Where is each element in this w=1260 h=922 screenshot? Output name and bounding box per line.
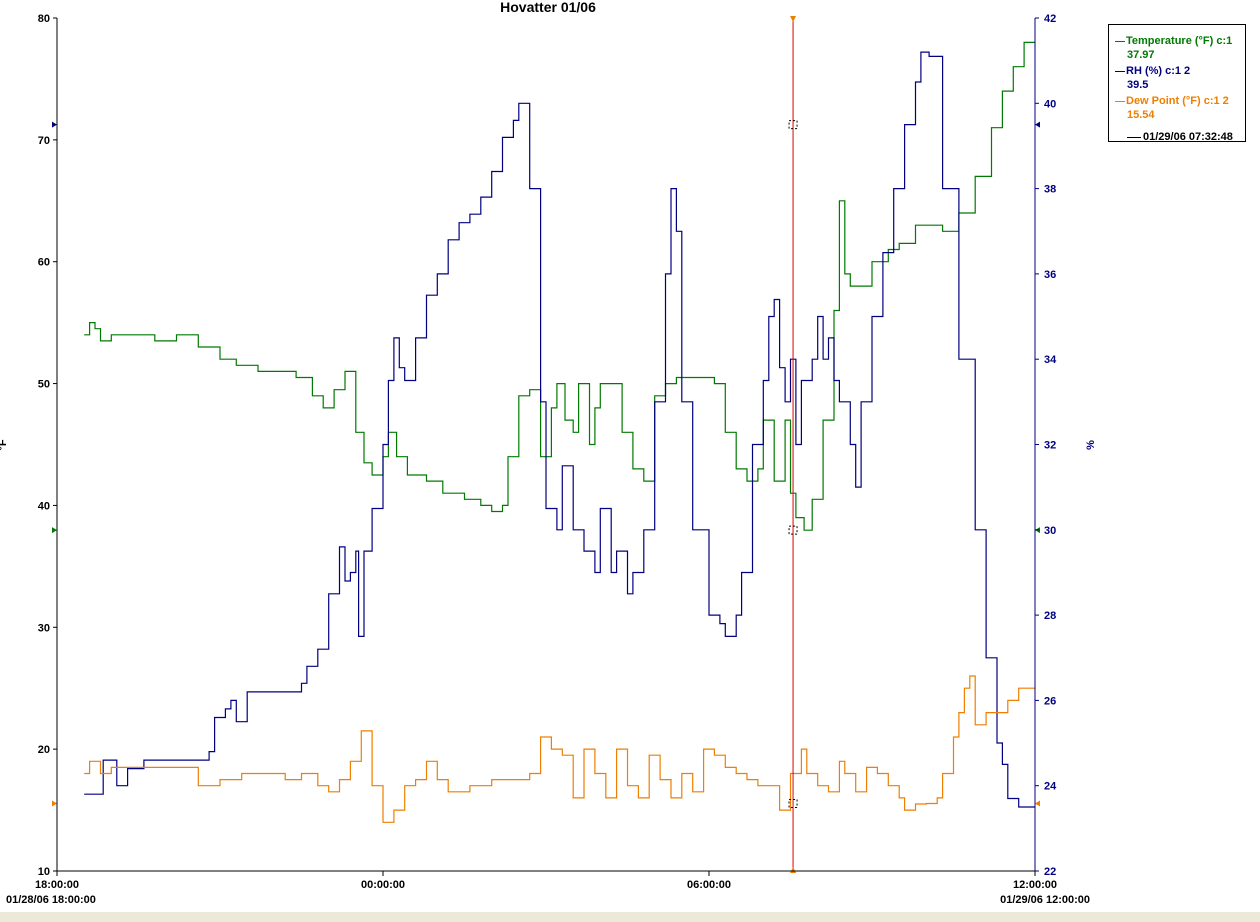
y-tick-label-left: 10 xyxy=(38,866,50,878)
cursor-marker-dewpoint xyxy=(788,798,798,808)
y-tick-label-right: 26 xyxy=(1044,695,1056,707)
y-tick-label-left: 80 xyxy=(38,13,50,25)
legend-value-dewpoint: 15.54 xyxy=(1127,109,1155,121)
y-axis-label-left: °F xyxy=(0,439,9,450)
legend-label-dewpoint: Dew Point (°F) c:1 2 xyxy=(1126,95,1229,107)
y-tick-label-right: 40 xyxy=(1044,98,1056,110)
y-tick-label-right: 28 xyxy=(1044,610,1056,622)
y-tick-label-right: 24 xyxy=(1044,781,1057,793)
series-line-dewpoint xyxy=(84,675,1035,823)
x-tick-label: 18:00:00 xyxy=(35,879,79,891)
dewpoint-left-marker-icon xyxy=(52,800,57,807)
cursor-bottom-marker-icon xyxy=(790,867,797,873)
y-tick-label-right: 42 xyxy=(1044,13,1056,25)
x-tick-label: 12:00:00 xyxy=(1013,879,1057,891)
axes: 10 20 30 40 50 60 70 80 22 24 26 28 30 32 34 36 38 40 42 18… xyxy=(6,13,1090,906)
legend-time-tick xyxy=(1127,136,1141,138)
series-line-temperature xyxy=(84,41,1035,531)
legend-entry-temperature[interactable]: Temperature (°F) c:1 xyxy=(1115,35,1232,47)
x-range-label: 01/29/06 12:00:00 xyxy=(1000,894,1090,906)
legend-label-rh: RH (%) c:1 2 xyxy=(1126,65,1191,77)
y-axis-label-right: % xyxy=(1085,440,1097,450)
legend-cursor-time: 01/29/06 07:32:48 xyxy=(1127,131,1233,143)
x-tick-label: 06:00:00 xyxy=(687,879,731,891)
plot-series xyxy=(52,16,1040,873)
y-tick-label-right: 30 xyxy=(1044,525,1056,537)
dewpoint-right-marker-icon xyxy=(1035,800,1040,807)
legend-label-temperature: Temperature (°F) c:1 xyxy=(1126,35,1233,47)
legend-swatch-rh xyxy=(1115,70,1125,72)
legend-value-temperature: 37.97 xyxy=(1127,49,1155,61)
cursor-marker-temperature xyxy=(788,525,798,535)
y-tick-label-right: 36 xyxy=(1044,269,1056,281)
cursor-top-marker-icon xyxy=(790,16,797,22)
temperature-left-marker-icon xyxy=(52,527,57,534)
y-tick-label-left: 30 xyxy=(38,622,50,634)
chart-title: Hovatter 01/06 xyxy=(500,0,596,15)
y-tick-label-right: 22 xyxy=(1044,866,1056,878)
y-tick-label-left: 60 xyxy=(38,257,50,269)
legend-cursor-time-text: 01/29/06 07:32:48 xyxy=(1143,131,1233,143)
legend-value-rh: 39.5 xyxy=(1127,79,1149,91)
series-line-rh xyxy=(84,51,1035,808)
legend-entry-dewpoint[interactable]: Dew Point (°F) c:1 2 xyxy=(1115,95,1229,107)
rh-right-marker-icon xyxy=(1035,121,1040,128)
status-strip xyxy=(0,912,1260,922)
rh-left-marker-icon xyxy=(52,121,57,128)
x-range-label: 01/28/06 18:00:00 xyxy=(6,894,96,906)
y-tick-label-left: 20 xyxy=(38,744,50,756)
y-tick-label-right: 32 xyxy=(1044,440,1056,452)
y-tick-label-right: 38 xyxy=(1044,184,1056,196)
y-tick-label-right: 34 xyxy=(1044,354,1057,366)
legend-swatch-temperature xyxy=(1115,40,1125,42)
y-tick-label-left: 50 xyxy=(38,379,50,391)
legend-entry-rh[interactable]: RH (%) c:1 2 xyxy=(1115,65,1190,77)
y-tick-label-left: 40 xyxy=(38,500,50,512)
x-tick-label: 00:00:00 xyxy=(361,879,405,891)
y-tick-label-left: 70 xyxy=(38,135,50,147)
legend-box: Temperature (°F) c:1 37.97 RH (%) c:1 2 … xyxy=(1108,24,1246,143)
cursor-marker-rh xyxy=(788,120,798,130)
legend-swatch-dewpoint xyxy=(1115,100,1125,102)
